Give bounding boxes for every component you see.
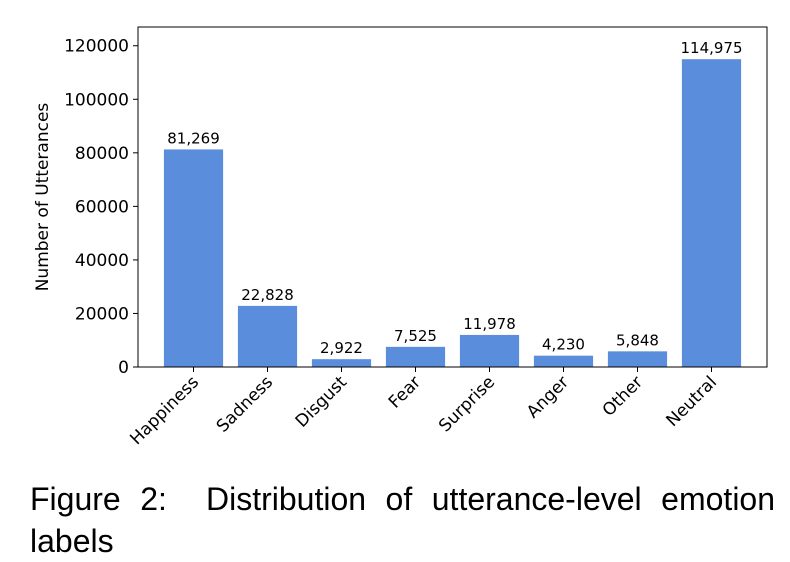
x-tick-label-neutral: Neutral	[663, 372, 722, 431]
y-tick-label: 20000	[75, 304, 129, 324]
x-tick-label-other: Other	[599, 372, 647, 420]
x-axis: Happiness Sadness Disgust Fear Surprise Anger…	[126, 367, 721, 449]
caption-figure-label: Figure 2:	[30, 481, 167, 517]
data-label-anger: 4,230	[542, 336, 585, 354]
y-axis: 0 20000 40000 60000 80000 100000 120000	[64, 37, 138, 378]
data-labels-group: 81,269 22,828 2,922 7,525 11,978 4,230 5,848 11…	[167, 39, 742, 357]
plot-frame	[137, 26, 768, 368]
x-tick-label-disgust: Disgust	[292, 372, 351, 431]
bar-chart: 81,269 22,828 2,922 7,525 11,978 4,230 5,848 11…	[33, 26, 768, 449]
y-tick-label: 120000	[64, 37, 129, 57]
bar-other	[607, 351, 668, 367]
x-tick-label-anger: Anger	[523, 372, 573, 422]
data-label-happiness: 81,269	[167, 129, 220, 147]
y-tick-label: 40000	[75, 251, 129, 271]
data-label-other: 5,848	[616, 331, 659, 349]
data-label-fear: 7,525	[394, 327, 437, 345]
caption-text: Distribution of utterance-level emotion …	[30, 481, 776, 559]
y-tick-label: 0	[118, 358, 129, 378]
x-tick-label-fear: Fear	[385, 372, 425, 412]
figure-caption: Figure 2: Distribution of utterance-leve…	[30, 478, 775, 562]
x-tick-label-surprise: Surprise	[435, 372, 499, 436]
y-tick-label: 80000	[75, 144, 129, 164]
bar-sadness	[237, 305, 298, 367]
data-label-disgust: 2,922	[320, 339, 363, 357]
bar-happiness	[163, 149, 224, 367]
data-label-sadness: 22,828	[241, 286, 294, 304]
y-tick-label: 100000	[64, 90, 129, 110]
x-tick-label-sadness: Sadness	[213, 372, 277, 436]
bar-neutral	[681, 59, 742, 368]
x-tick-label-happiness: Happiness	[126, 372, 203, 449]
bar-disgust	[311, 359, 372, 367]
bars-group	[163, 59, 742, 368]
y-tick-label: 60000	[75, 197, 129, 217]
bar-fear	[385, 346, 446, 367]
bar-anger	[533, 355, 594, 367]
y-axis-label: Number of Utterances	[33, 103, 53, 292]
bar-surprise	[459, 334, 520, 367]
data-label-neutral: 114,975	[680, 39, 742, 57]
data-label-surprise: 11,978	[463, 315, 516, 333]
